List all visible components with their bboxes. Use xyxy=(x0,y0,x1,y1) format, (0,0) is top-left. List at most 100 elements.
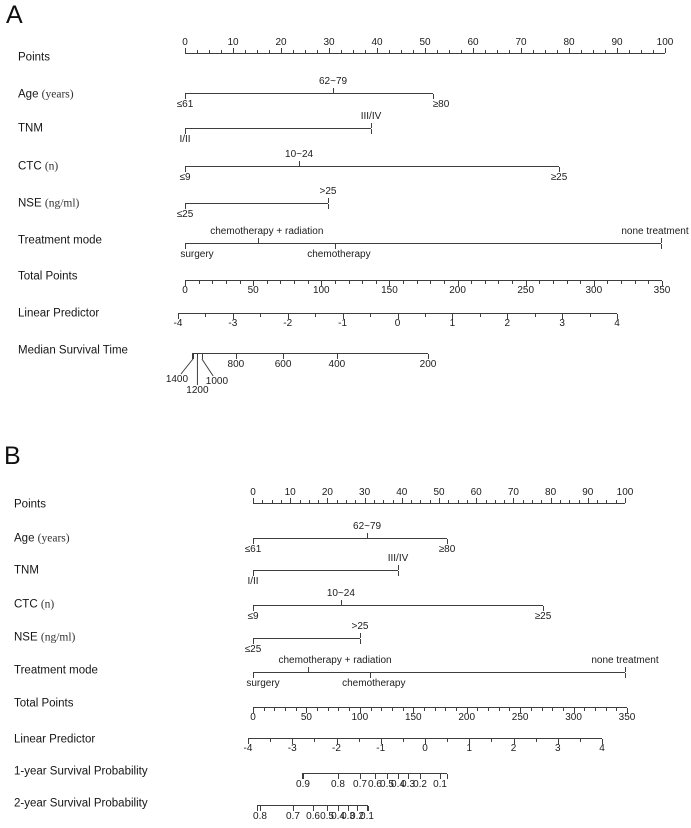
axis-ctc xyxy=(185,166,559,167)
tick-points xyxy=(281,48,282,53)
tick-total-points xyxy=(467,708,468,713)
total-points-tick-label: 250 xyxy=(511,712,529,723)
tick-total-points xyxy=(509,708,510,711)
row-label-unit: (years) xyxy=(41,88,74,101)
points-tick-label: 90 xyxy=(611,37,623,48)
row-label-ctc: CTC (n) xyxy=(14,599,54,611)
treatment-mode-category-label: chemotherapy xyxy=(342,678,406,689)
axis-treatment-mode xyxy=(185,243,661,244)
tick-points xyxy=(317,50,318,53)
tick-total-points xyxy=(294,281,295,284)
tick-points xyxy=(521,48,522,53)
tick-points xyxy=(221,50,222,53)
total-points-tick-label: 250 xyxy=(517,285,535,296)
tick-points xyxy=(476,498,477,503)
tick-points xyxy=(495,500,496,503)
row-label-tnm: TNM xyxy=(14,565,39,577)
row-label-text: CTC xyxy=(18,160,42,173)
tick-linear-predictor xyxy=(288,314,289,319)
ctc-category-label: 10~24 xyxy=(285,149,314,160)
ctc-category-label: ≤9 xyxy=(247,611,259,622)
row-label-text: Treatment mode xyxy=(18,234,102,247)
tick-total-points xyxy=(264,708,265,711)
points-tick-label: 100 xyxy=(616,487,634,498)
tick-points xyxy=(653,50,654,53)
tick-linear-predictor xyxy=(507,314,508,319)
median-survival-time-category-label: 200 xyxy=(419,359,437,370)
tick-points xyxy=(593,50,594,53)
tick-points xyxy=(337,500,338,503)
panel-letter-A: A xyxy=(6,1,23,29)
row-label-text: Linear Predictor xyxy=(18,307,100,320)
tick-ctc xyxy=(253,606,254,611)
tick-total-points xyxy=(456,708,457,711)
row-label-ctc: CTC (n) xyxy=(18,161,58,173)
tick-total-points xyxy=(338,708,339,711)
tick-points xyxy=(458,500,459,503)
tick-treatment-mode xyxy=(335,244,336,249)
tick-total-points xyxy=(308,281,309,284)
tick-nse xyxy=(360,639,361,644)
tnm-category-label: III/IV xyxy=(360,111,382,122)
one-year-survival-probability-category-label: 0.2 xyxy=(413,779,427,790)
two-year-survival-probability-category-label: 0.7 xyxy=(286,811,300,822)
total-points-tick-label: 200 xyxy=(458,712,476,723)
treatment-mode-category-label: chemotherapy + radiation xyxy=(210,226,324,237)
total-points-tick-label: 0 xyxy=(250,712,256,723)
row-label-text: Total Points xyxy=(14,697,74,710)
tick-points xyxy=(389,50,390,53)
tick-total-points xyxy=(317,708,318,711)
row-label-linear-predictor: Linear Predictor xyxy=(14,734,95,746)
tick-one-year-survival-probability xyxy=(420,774,421,779)
ctc-category-label: ≥25 xyxy=(550,172,568,183)
tick-two-year-survival-probability xyxy=(367,806,368,811)
tick-linear-predictor xyxy=(359,739,360,742)
tick-total-points xyxy=(212,281,213,284)
tick-total-points xyxy=(520,708,521,713)
tick-tnm xyxy=(371,129,372,134)
tick-treatment-mode xyxy=(370,673,371,678)
axis-total-points xyxy=(253,707,627,708)
tick-linear-predictor xyxy=(558,739,559,744)
tick-points xyxy=(209,50,210,53)
tick-total-points xyxy=(226,281,227,284)
axis-total-points xyxy=(185,280,662,281)
tick-two-year-survival-probability xyxy=(357,806,358,811)
tick-linear-predictor xyxy=(580,739,581,742)
linear-predictor-tick-label: 2 xyxy=(504,318,511,329)
tick-points xyxy=(327,498,328,503)
points-tick-label: 40 xyxy=(396,487,408,498)
row-label-two-year-survival-probability: 2-year Survival Probability xyxy=(14,798,148,810)
total-points-tick-label: 100 xyxy=(351,712,369,723)
tick-points xyxy=(353,50,354,53)
tick-two-year-survival-probability xyxy=(348,806,349,811)
tick-linear-predictor xyxy=(314,739,315,742)
tick-points xyxy=(425,48,426,53)
median-survival-time-category-label: 1000 xyxy=(205,376,229,387)
total-points-tick-label: 300 xyxy=(585,285,603,296)
tick-total-points xyxy=(526,281,527,286)
row-label-age: Age (years) xyxy=(14,533,70,545)
tick-linear-predictor xyxy=(602,739,603,744)
tick-total-points xyxy=(280,281,281,284)
two-year-survival-probability-category-label: 0.8 xyxy=(253,811,267,822)
row-label-points: Points xyxy=(18,52,50,64)
row-label-text: NSE xyxy=(18,197,42,210)
tick-median-survival-time xyxy=(197,354,198,359)
points-tick-label: 0 xyxy=(250,487,256,498)
linear-predictor-tick-label: -4 xyxy=(243,743,253,754)
tick-points xyxy=(541,500,542,503)
tick-total-points xyxy=(306,708,307,713)
tick-linear-predictor xyxy=(370,314,371,317)
tick-one-year-survival-probability xyxy=(302,774,303,779)
tick-total-points xyxy=(567,281,568,284)
tick-total-points xyxy=(574,708,575,713)
points-tick-label: 60 xyxy=(470,487,482,498)
tick-points xyxy=(625,498,626,503)
one-year-survival-probability-category-label: 0.6 xyxy=(367,779,382,790)
points-tick-label: 80 xyxy=(563,37,575,48)
row-label-nse: NSE (ng/ml) xyxy=(14,632,75,644)
tick-age xyxy=(433,94,434,99)
tick-linear-predictor xyxy=(514,739,515,744)
